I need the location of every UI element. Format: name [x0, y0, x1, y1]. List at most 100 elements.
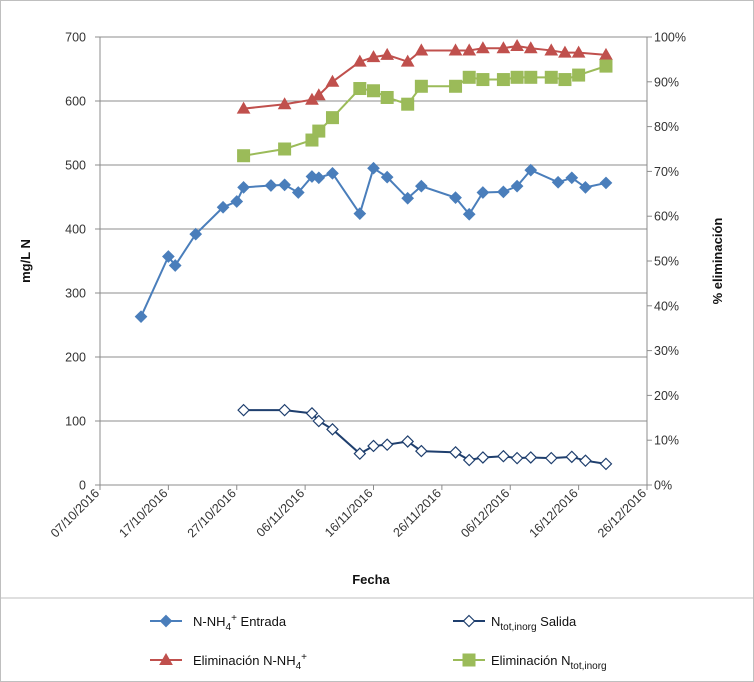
x-tick-label: 26/11/2016 — [391, 486, 445, 540]
legend-label-subscript: 4 — [226, 622, 232, 633]
data-point — [278, 403, 291, 417]
legend-label-main: Eliminación N — [491, 653, 570, 668]
legend-label-subscript: 4 — [296, 661, 302, 672]
data-point — [237, 181, 250, 194]
data-point — [380, 90, 394, 104]
data-point — [449, 446, 462, 459]
y2-tick-label: 100% — [654, 31, 686, 45]
plot-area — [134, 38, 613, 471]
grid-lines — [100, 36, 647, 486]
data-point — [496, 41, 511, 54]
y2-tick-label: 30% — [654, 344, 679, 358]
data-point — [216, 200, 230, 214]
data-point — [236, 101, 251, 114]
data-point — [462, 43, 477, 56]
x-tick-label: 07/10/2016 — [48, 486, 102, 540]
x-tick-label: 26/12/2016 — [595, 486, 649, 540]
legend-label-subscript: tot,inorg — [570, 661, 606, 672]
data-point — [278, 142, 292, 156]
legend-label-rest: Salida — [537, 614, 578, 629]
data-point — [572, 68, 586, 82]
data-point — [367, 84, 380, 98]
data-point — [558, 45, 572, 58]
data-point — [305, 406, 319, 420]
series-1 — [237, 403, 613, 471]
legend-label-rest: Entrada — [237, 614, 287, 629]
y2-tick-label: 20% — [654, 389, 679, 403]
data-point — [565, 450, 579, 464]
y-tick-label: 700 — [65, 31, 86, 45]
data-point — [162, 250, 175, 263]
data-point — [462, 70, 476, 84]
data-point — [367, 161, 380, 175]
data-point — [278, 178, 291, 192]
data-point — [401, 435, 415, 448]
data-point — [510, 38, 524, 51]
x-tick-label: 17/10/2016 — [116, 486, 170, 540]
data-point — [579, 454, 592, 468]
data-point — [277, 97, 292, 110]
y-tick-label: 0 — [79, 479, 86, 493]
data-point — [544, 451, 558, 465]
data-point — [565, 171, 579, 185]
data-point — [325, 74, 340, 87]
data-point — [476, 451, 490, 464]
legend-label: Eliminación Ntot,inorg — [491, 653, 607, 672]
series-2 — [236, 38, 613, 114]
data-point — [353, 82, 367, 96]
data-point — [264, 179, 278, 192]
data-point — [551, 175, 565, 189]
y2-tick-label: 60% — [654, 210, 679, 224]
legend-label-main: N-NH — [193, 614, 226, 629]
data-point — [400, 54, 415, 67]
legend-label-superscript: + — [231, 613, 237, 624]
data-point — [599, 47, 613, 60]
data-point — [462, 453, 476, 467]
data-point — [415, 444, 428, 458]
data-point — [497, 185, 510, 199]
data-point — [510, 451, 524, 465]
data-point — [476, 186, 490, 199]
series-0 — [134, 161, 613, 324]
data-point — [353, 207, 367, 220]
data-point — [524, 451, 538, 464]
data-point — [544, 43, 559, 56]
data-point — [237, 403, 250, 417]
legend-label: Ntot,inorg Salida — [491, 614, 577, 633]
data-point — [510, 70, 524, 84]
y-axis-title: mg/L N — [18, 239, 33, 283]
data-point — [510, 179, 524, 193]
data-point — [380, 47, 395, 60]
data-point — [237, 149, 251, 163]
x-tick-label: 06/11/2016 — [254, 486, 308, 540]
data-point — [476, 73, 490, 87]
y2-axis-title: % eliminación — [710, 218, 725, 305]
data-point — [497, 449, 510, 463]
data-point — [168, 259, 182, 272]
data-point — [312, 171, 326, 185]
x-axis-title: Fecha — [352, 572, 390, 587]
data-point — [291, 186, 305, 199]
data-point — [380, 170, 394, 184]
x-tick-label: 16/11/2016 — [322, 486, 376, 540]
data-point — [599, 59, 613, 73]
y2-tick-label: 40% — [654, 299, 679, 313]
data-point — [312, 124, 326, 138]
data-point — [496, 73, 510, 87]
y-tick-label: 600 — [65, 95, 86, 109]
legend-item: Eliminación Ntot,inorg — [453, 653, 607, 672]
x-tick-label: 16/12/2016 — [527, 486, 581, 540]
data-point — [367, 439, 380, 453]
legend-label: N-NH4+ Entrada — [193, 613, 287, 633]
legend-label-subscript: tot,inorg — [500, 622, 536, 633]
data-point — [230, 195, 244, 208]
data-point — [524, 70, 538, 84]
data-point — [352, 54, 367, 67]
data-point — [449, 191, 462, 204]
y2-tick-label: 10% — [654, 434, 679, 448]
data-point — [462, 207, 476, 221]
y2-tick-label: 50% — [654, 255, 679, 269]
data-point — [189, 227, 203, 241]
data-point — [311, 88, 326, 101]
data-point — [326, 166, 339, 180]
